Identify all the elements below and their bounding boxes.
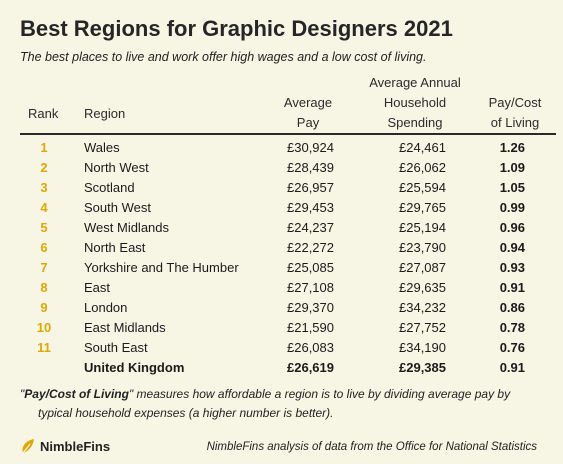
header-divider xyxy=(20,133,556,135)
cell-spending: £29,385 xyxy=(399,360,446,375)
table-row: 6 North East £22,272 £23,790 0.94 xyxy=(0,238,563,258)
cell-rank: 2 xyxy=(40,160,48,175)
cell-pay: £30,924 xyxy=(287,140,334,155)
cell-rank: 3 xyxy=(40,180,48,195)
table-row: 11 South East £26,083 £34,190 0.76 xyxy=(0,338,563,358)
header-household-spending: Average Annual Household Spending xyxy=(360,73,470,133)
cell-spending: £24,461 xyxy=(399,140,446,155)
cell-ratio: 0.86 xyxy=(499,300,525,315)
cell-rank: 4 xyxy=(40,200,48,215)
cell-ratio: 1.26 xyxy=(499,140,525,155)
cell-region: Yorkshire and The Humber xyxy=(84,260,239,275)
cell-pay: £28,439 xyxy=(287,160,334,175)
table-row: 7 Yorkshire and The Humber £25,085 £27,0… xyxy=(0,258,563,278)
cell-pay: £26,083 xyxy=(287,340,334,355)
cell-ratio: 0.91 xyxy=(499,360,525,375)
cell-rank: 5 xyxy=(40,220,48,235)
cell-spending: £29,635 xyxy=(399,280,446,295)
cell-rank: 10 xyxy=(36,320,52,335)
cell-pay: £26,619 xyxy=(287,360,334,375)
cell-spending: £26,062 xyxy=(399,160,446,175)
cell-pay: £29,370 xyxy=(287,300,334,315)
cell-region: North West xyxy=(84,160,149,175)
logo-text: NimbleFins xyxy=(40,439,111,454)
cell-spending: £34,232 xyxy=(399,300,446,315)
header-region: Region xyxy=(84,104,125,124)
table-row: 10 East Midlands £21,590 £27,752 0.78 xyxy=(0,318,563,338)
cell-region: Wales xyxy=(84,140,120,155)
cell-spending: £25,594 xyxy=(399,180,446,195)
cell-ratio: 0.91 xyxy=(499,280,525,295)
cell-pay: £26,957 xyxy=(287,180,334,195)
cell-ratio: 0.96 xyxy=(499,220,525,235)
cell-pay: £29,453 xyxy=(287,200,334,215)
cell-spending: £25,194 xyxy=(399,220,446,235)
cell-rank: 6 xyxy=(40,240,48,255)
cell-spending: £34,190 xyxy=(399,340,446,355)
table-row: 9 London £29,370 £34,232 0.86 xyxy=(0,298,563,318)
cell-rank: 8 xyxy=(40,280,48,295)
cell-region: South West xyxy=(84,200,151,215)
table-row: 8 East £27,108 £29,635 0.91 xyxy=(0,278,563,298)
cell-spending: £27,087 xyxy=(399,260,446,275)
header-spending-line: Average Annual xyxy=(369,75,461,90)
cell-ratio: 1.05 xyxy=(499,180,525,195)
header-pay-line: Pay xyxy=(296,115,320,130)
header-ratio-line: of Living xyxy=(490,115,540,130)
header-pay-cost-ratio: Pay/Cost of Living xyxy=(480,93,550,133)
cell-region: South East xyxy=(84,340,148,355)
footnote-text: " measures how affordable a region is to… xyxy=(128,387,511,401)
cell-rank: 9 xyxy=(40,300,48,315)
footnote-open-quote: " xyxy=(20,387,25,401)
cell-region: East Midlands xyxy=(84,320,166,335)
table-total-row: United Kingdom £26,619 £29,385 0.91 xyxy=(0,358,563,378)
source-note: NimbleFins analysis of data from the Off… xyxy=(206,441,537,453)
cell-ratio: 1.09 xyxy=(499,160,525,175)
cell-ratio: 0.76 xyxy=(499,340,525,355)
cell-spending: £27,752 xyxy=(399,320,446,335)
page-subtitle: The best places to live and work offer h… xyxy=(20,50,427,64)
table-row: 2 North West £28,439 £26,062 1.09 xyxy=(0,158,563,178)
cell-region: East xyxy=(84,280,111,295)
cell-ratio: 0.99 xyxy=(499,200,525,215)
cell-rank: 1 xyxy=(40,140,48,155)
cell-pay: £22,272 xyxy=(287,240,334,255)
table-row: 3 Scotland £26,957 £25,594 1.05 xyxy=(0,178,563,198)
cell-region: United Kingdom xyxy=(84,360,185,375)
table-row: 5 West Midlands £24,237 £25,194 0.96 xyxy=(0,218,563,238)
cell-spending: £23,790 xyxy=(399,240,446,255)
cell-ratio: 0.78 xyxy=(499,320,525,335)
footnote-text-continued: typical household expenses (a higher num… xyxy=(38,406,334,420)
page-title: Best Regions for Graphic Designers 2021 xyxy=(20,16,453,41)
cell-spending: £29,765 xyxy=(399,200,446,215)
table-row: 1 Wales £30,924 £24,461 1.26 xyxy=(0,138,563,158)
header-pay-line: Average xyxy=(283,95,333,110)
cell-rank: 11 xyxy=(37,340,51,355)
cell-pay: £25,085 xyxy=(287,260,334,275)
header-rank-line: Rank xyxy=(28,106,59,121)
header-ratio-line: Pay/Cost xyxy=(488,95,542,110)
header-region-line: Region xyxy=(84,106,126,121)
cell-region: West Midlands xyxy=(84,220,170,235)
header-rank: Rank xyxy=(28,104,58,124)
table-row: 4 South West £29,453 £29,765 0.99 xyxy=(0,198,563,218)
cell-ratio: 0.93 xyxy=(499,260,525,275)
cell-rank: 7 xyxy=(40,260,48,275)
cell-region: North East xyxy=(84,240,146,255)
nimblefins-leaf-icon xyxy=(22,439,34,454)
header-spending-line: Spending xyxy=(387,115,443,130)
header-average-pay: Average Pay xyxy=(278,93,338,133)
cell-region: Scotland xyxy=(84,180,135,195)
cell-ratio: 0.94 xyxy=(499,240,525,255)
footnote-term: Pay/Cost of Living xyxy=(24,387,129,401)
header-spending-line: Household xyxy=(383,95,447,110)
footnote: "Pay/Cost of Living" measures how afford… xyxy=(20,385,540,423)
cell-pay: £24,237 xyxy=(287,220,334,235)
cell-pay: £27,108 xyxy=(287,280,334,295)
cell-region: London xyxy=(84,300,128,315)
cell-pay: £21,590 xyxy=(287,320,334,335)
